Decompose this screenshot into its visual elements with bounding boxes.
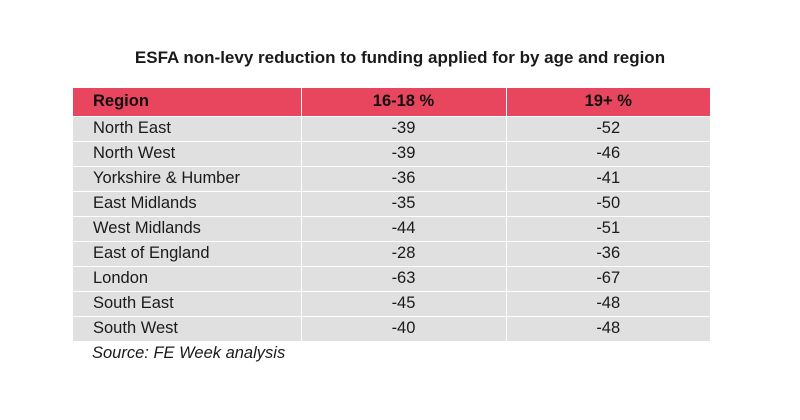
table-header-row: Region 16-18 % 19+ % [73, 88, 710, 116]
header-19-plus: 19+ % [584, 92, 632, 111]
source-note: Source: FE Week analysis [92, 344, 286, 362]
value-16-18-cell: -63 [301, 266, 507, 291]
value-16-18-cell: -35 [301, 191, 507, 216]
value-16-18-cell: -36 [301, 166, 507, 191]
value-19-plus-cell: -46 [596, 144, 621, 162]
region-cell: North West [73, 141, 302, 166]
value-16-18-cell: -39 [301, 116, 507, 141]
value-19-plus-cell: -48 [596, 319, 621, 338]
table-row: South West -40 -48 [73, 316, 710, 341]
region-cell: East of England [73, 241, 302, 266]
value-19-plus-cell: -52 [596, 119, 621, 137]
table-row: North West -39 -46 [73, 141, 710, 166]
value-19-plus-cell: -36 [596, 244, 621, 262]
value-16-18-cell: -44 [301, 216, 507, 241]
table-row: East Midlands -35 -50 [73, 191, 710, 216]
header-16-18: 16-18 % [301, 88, 507, 116]
value-19-plus-cell: -41 [596, 169, 621, 187]
data-table: Region 16-18 % 19+ % North East -39 -52 … [73, 88, 710, 341]
header-region: Region [73, 88, 302, 116]
value-19-plus-cell: -51 [596, 219, 621, 237]
value-16-18-cell: -45 [301, 291, 507, 316]
region-cell: Yorkshire & Humber [73, 166, 302, 191]
value-19-plus-cell: -48 [596, 294, 621, 312]
value-16-18-cell: -39 [301, 141, 507, 166]
table-row: East of England -28 -36 [73, 241, 710, 266]
region-cell: East Midlands [73, 191, 302, 216]
region-cell: South East [73, 291, 302, 316]
table-row: London -63 -67 [73, 266, 710, 291]
region-cell: London [73, 266, 302, 291]
table-title: ESFA non-levy reduction to funding appli… [134, 48, 666, 67]
region-cell: West Midlands [73, 216, 302, 241]
table-row: North East -39 -52 [73, 116, 710, 141]
value-19-plus-cell: -50 [596, 194, 621, 212]
value-16-18-cell: -28 [301, 241, 507, 266]
table-row: South East -45 -48 [73, 291, 710, 316]
value-19-plus-cell: -67 [596, 269, 621, 287]
table-row: Yorkshire & Humber -36 -41 [73, 166, 710, 191]
value-16-18-cell: -40 [301, 316, 507, 341]
region-cell: South West [73, 316, 302, 341]
table-row: West Midlands -44 -51 [73, 216, 710, 241]
region-cell: North East [73, 116, 302, 141]
